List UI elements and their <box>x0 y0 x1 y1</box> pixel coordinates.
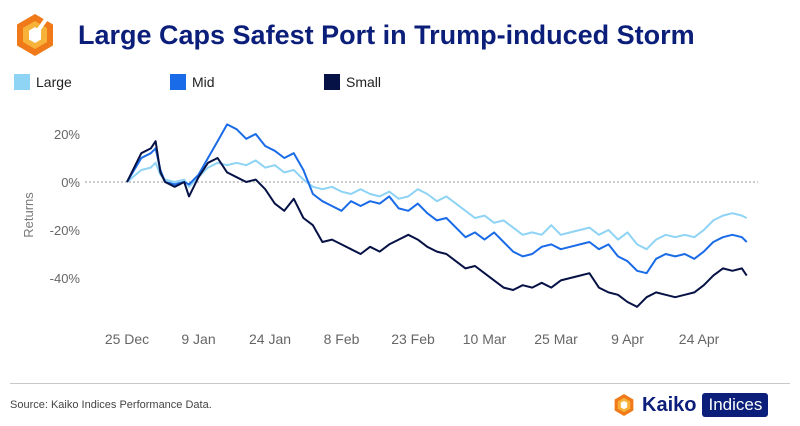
x-tick-labels: 25 Dec 9 Jan 24 Jan 8 Feb 23 Feb 10 Mar 25 Mar… <box>105 331 720 347</box>
series-line-small <box>126 140 748 308</box>
x-tick-label: 24 Jan <box>249 331 291 347</box>
x-tick-label: 24 Apr <box>679 331 720 347</box>
kaiko-brand-icon <box>614 394 634 416</box>
x-tick-label: 25 Mar <box>534 331 578 347</box>
legend-swatch-large <box>14 74 30 90</box>
y-tick-label: -40% <box>50 271 81 286</box>
y-tick-label: 20% <box>54 127 80 142</box>
legend-swatch-small <box>324 74 340 90</box>
brand-badge: Indices <box>702 393 769 417</box>
series-line-mid <box>126 123 748 275</box>
x-tick-label: 10 Mar <box>463 331 507 347</box>
x-tick-label: 8 Feb <box>324 331 360 347</box>
logo-notch <box>35 15 50 34</box>
legend-label-small: Small <box>346 74 382 90</box>
legend-item-large: Large <box>14 73 72 91</box>
series-lines <box>126 123 748 308</box>
legend-item-mid: Mid <box>170 73 215 91</box>
y-tick-labels: 20% 0% -20% -40% <box>50 127 81 286</box>
x-tick-label: 25 Dec <box>105 331 149 347</box>
series-line-large <box>126 159 748 251</box>
x-tick-label: 23 Feb <box>391 331 435 347</box>
x-tick-label: 9 Apr <box>611 331 644 347</box>
y-axis-label: Returns <box>21 192 36 238</box>
legend-swatch-mid <box>170 74 186 90</box>
x-tick-label: 9 Jan <box>181 331 215 347</box>
legend-label-mid: Mid <box>192 74 215 90</box>
y-tick-label: 0% <box>61 175 80 190</box>
legend-label-large: Large <box>36 74 72 90</box>
footer-divider <box>10 383 790 384</box>
source-note: Source: Kaiko Indices Performance Data. <box>10 399 212 411</box>
legend-item-small: Small <box>324 73 381 91</box>
kaiko-logo-icon <box>17 14 53 56</box>
footer-brand: Kaiko Indices <box>612 391 769 419</box>
returns-line-chart: 20% 0% -20% -40% 25 Dec 9 Jan 24 Jan 8 Feb 23 F… <box>21 123 758 347</box>
chart-title: Large Caps Safest Port in Trump-induced … <box>78 20 695 50</box>
y-tick-label: -20% <box>50 223 81 238</box>
brand-name: Kaiko <box>642 393 697 416</box>
